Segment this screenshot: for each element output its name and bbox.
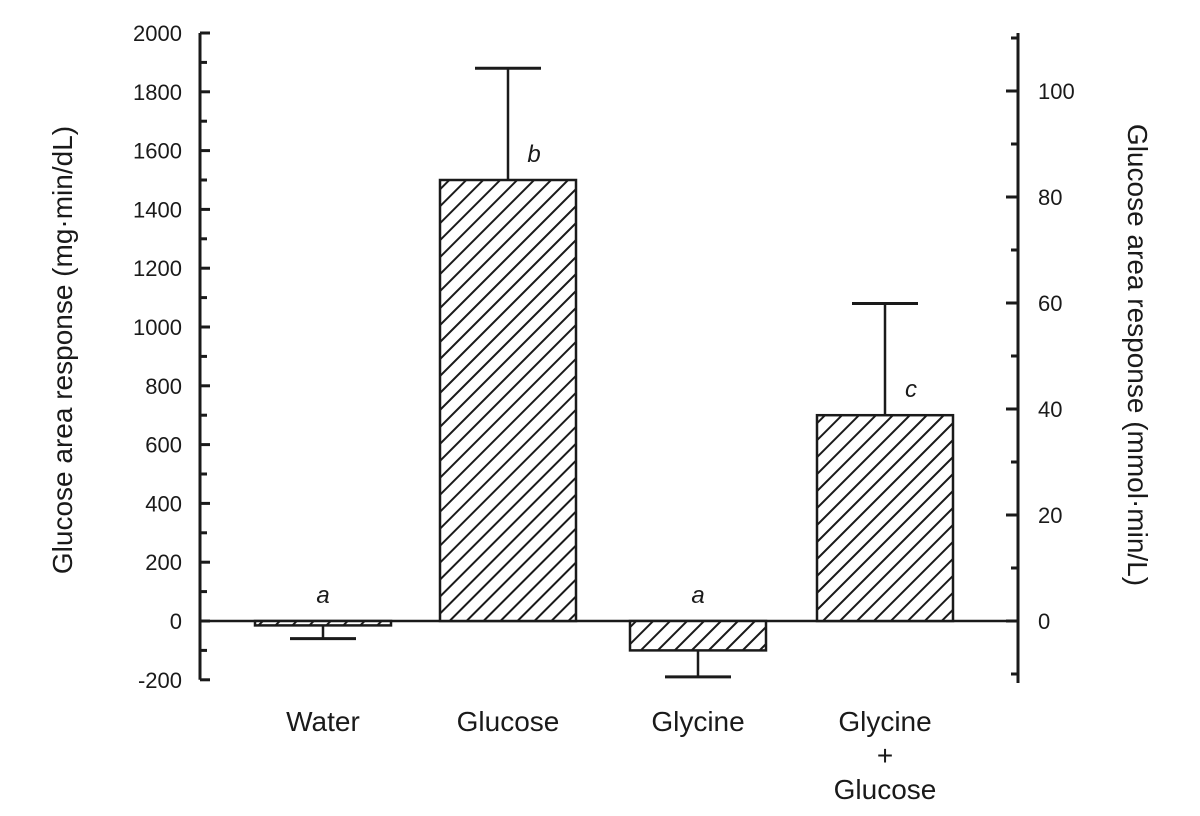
left-tick-label: 800 [145,374,182,399]
left-axis-title: Glucose area response (mg·min/dL) [47,126,78,574]
right-tick-label: 80 [1038,185,1062,210]
significance-letter: a [316,582,329,609]
left-tick-label: 2000 [133,21,182,46]
right-tick-label: 0 [1038,609,1050,634]
category-label: Glycine [651,706,744,737]
right-tick-label: 40 [1038,397,1062,422]
left-tick-label: 200 [145,550,182,575]
category-label: Water [286,706,360,737]
bar-glucose: b [438,66,578,623]
category-labels: Water Glucose Glycine Glycine+Glucose [286,706,936,805]
right-y-axis: 0 20 40 60 80 100 [1006,33,1075,683]
category-label: Glycine [838,706,931,737]
left-tick-label: 1800 [133,80,182,105]
left-tick-label: 0 [170,609,182,634]
left-tick-label: 1400 [133,197,182,222]
bar-glycine-glucose: c [815,301,955,623]
left-tick-label: 1000 [133,315,182,340]
left-y-axis: -200 0 200 400 600 800 1000 1200 1400 1600 1800 200… [133,21,210,693]
left-tick-label: 400 [145,491,182,516]
category-label: Glucose [457,706,560,737]
significance-letter: b [527,141,540,168]
bar-rect [628,619,768,652]
bar-rect [438,178,578,623]
significance-letter: c [905,376,917,403]
left-tick-label: 1600 [133,139,182,164]
right-tick-label: 60 [1038,291,1062,316]
category-label: + [877,740,893,771]
right-axis-title: Glucose area response (mmol·min/L) [1122,124,1153,586]
bar-rect [253,619,393,627]
significance-letter: a [691,582,704,609]
left-tick-label: 1200 [133,256,182,281]
bar-water: a [253,582,393,641]
bar-rect [815,413,955,623]
right-tick-label: 100 [1038,79,1075,104]
left-tick-label: -200 [138,668,182,693]
bars-group: a b a c [200,66,1018,679]
right-tick-label: 20 [1038,503,1062,528]
left-tick-label: 600 [145,433,182,458]
category-label: Glucose [834,774,937,805]
bar-glycine: a [628,582,768,679]
